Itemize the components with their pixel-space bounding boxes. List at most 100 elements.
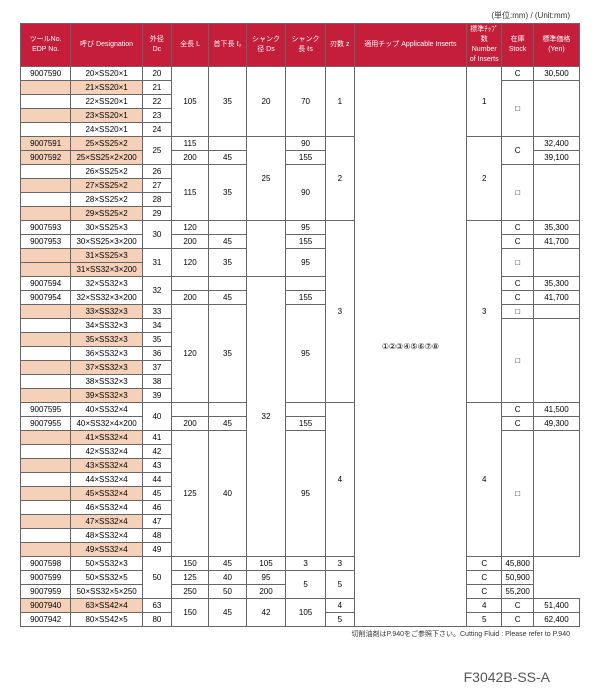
dc: 39 xyxy=(142,389,171,403)
ds: 42 xyxy=(246,599,286,627)
desig: 26×SS25×2 xyxy=(71,165,143,179)
desig: 34×SS32×3 xyxy=(71,319,143,333)
l2: 35 xyxy=(209,165,246,221)
l2: 45 xyxy=(209,291,246,305)
z: 4 xyxy=(325,403,354,557)
dc: 31 xyxy=(142,249,171,277)
desig: 80×SS42×5 xyxy=(71,613,143,627)
l2: 45 xyxy=(209,417,246,431)
ds: 20 xyxy=(246,67,286,137)
dc: 27 xyxy=(142,179,171,193)
edp: 9007592 xyxy=(21,151,71,165)
edp: 9007590 xyxy=(21,67,71,81)
desig: 44×SS32×4 xyxy=(71,473,143,487)
l: 200 xyxy=(171,417,208,431)
edp: 9007591 xyxy=(21,137,71,151)
l2: 45 xyxy=(209,235,246,249)
l2: 35 xyxy=(209,67,246,137)
dc: 47 xyxy=(142,515,171,529)
desig: 49×SS32×4 xyxy=(71,543,143,557)
stock: C xyxy=(502,403,534,417)
desig: 25×SS25×2 xyxy=(71,137,143,151)
edp xyxy=(21,95,71,109)
stock: C xyxy=(502,221,534,235)
dc: 25 xyxy=(142,137,171,165)
l: 150 xyxy=(171,557,208,571)
ni: 1 xyxy=(467,67,502,137)
spec-table: ツールNo. EDP No. 呼び Designation 外径 Dc 全長 L… xyxy=(20,23,580,627)
l: 125 xyxy=(171,431,208,557)
edp xyxy=(21,487,71,501)
desig: 50×SS32×3 xyxy=(71,557,143,571)
dc: 40 xyxy=(142,403,171,431)
stock: □ xyxy=(502,305,534,319)
l2: 50 xyxy=(209,585,246,599)
edp xyxy=(21,165,71,179)
desig: 43×SS32×4 xyxy=(71,459,143,473)
price: 41,700 xyxy=(533,235,579,249)
part-number: F3042B-SS-A xyxy=(10,669,590,685)
stock: C xyxy=(502,417,534,431)
desig: 36×SS32×3 xyxy=(71,347,143,361)
hdr-stock: 在庫 Stock xyxy=(502,24,534,67)
hdr-inserts: 適用チップ Applicable Inserts xyxy=(354,24,466,67)
edp xyxy=(21,375,71,389)
l: 105 xyxy=(171,67,208,137)
edp xyxy=(21,389,71,403)
stock: □ xyxy=(502,431,534,557)
dc: 20 xyxy=(142,67,171,81)
edp xyxy=(21,333,71,347)
edp xyxy=(21,501,71,515)
edp: 9007953 xyxy=(21,235,71,249)
desig: 35×SS32×3 xyxy=(71,333,143,347)
desig: 32×SS32×3 xyxy=(71,277,143,291)
stock: C xyxy=(467,585,502,599)
ni: 2 xyxy=(467,137,502,221)
edp xyxy=(21,445,71,459)
price: 62,400 xyxy=(533,613,579,627)
ls: 155 xyxy=(286,235,326,249)
ls: 155 xyxy=(286,417,326,431)
l2 xyxy=(209,137,246,151)
dc: 28 xyxy=(142,193,171,207)
z: 5 xyxy=(325,613,354,627)
edp xyxy=(21,179,71,193)
l: 115 xyxy=(171,165,208,221)
hdr-l: 全長 L xyxy=(171,24,208,67)
price xyxy=(533,165,579,221)
desig: 40×SS32×4×200 xyxy=(71,417,143,431)
l: 250 xyxy=(171,585,208,599)
l: 115 xyxy=(171,137,208,151)
desig: 63×SS42×4 xyxy=(71,599,143,613)
edp: 9007598 xyxy=(21,557,71,571)
desig: 33×SS32×3 xyxy=(71,305,143,319)
l: 120 xyxy=(171,249,208,277)
l: 200 xyxy=(171,151,208,165)
price: 45,800 xyxy=(502,557,534,571)
edp xyxy=(21,249,71,263)
price xyxy=(533,319,579,403)
dc: 80 xyxy=(142,613,171,627)
hdr-price: 標準価格 (Yen) xyxy=(533,24,579,67)
ls: 95 xyxy=(286,249,326,277)
dc: 43 xyxy=(142,459,171,473)
stock: C xyxy=(502,277,534,291)
stock: C xyxy=(502,291,534,305)
l: 200 xyxy=(171,235,208,249)
dc: 29 xyxy=(142,207,171,221)
dc: 35 xyxy=(142,333,171,347)
dc: 24 xyxy=(142,123,171,137)
dc: 26 xyxy=(142,165,171,179)
z: 1 xyxy=(325,67,354,137)
ni: 4 xyxy=(467,403,502,557)
ls: 105 xyxy=(246,557,286,571)
inserts: ①②③④⑤⑥⑦⑧ xyxy=(354,67,466,627)
l xyxy=(171,277,208,291)
price xyxy=(533,431,579,557)
edp xyxy=(21,431,71,445)
ni: 3 xyxy=(467,221,502,403)
edp xyxy=(21,319,71,333)
ni: 5 xyxy=(325,571,354,599)
edp: 9007593 xyxy=(21,221,71,235)
edp xyxy=(21,361,71,375)
